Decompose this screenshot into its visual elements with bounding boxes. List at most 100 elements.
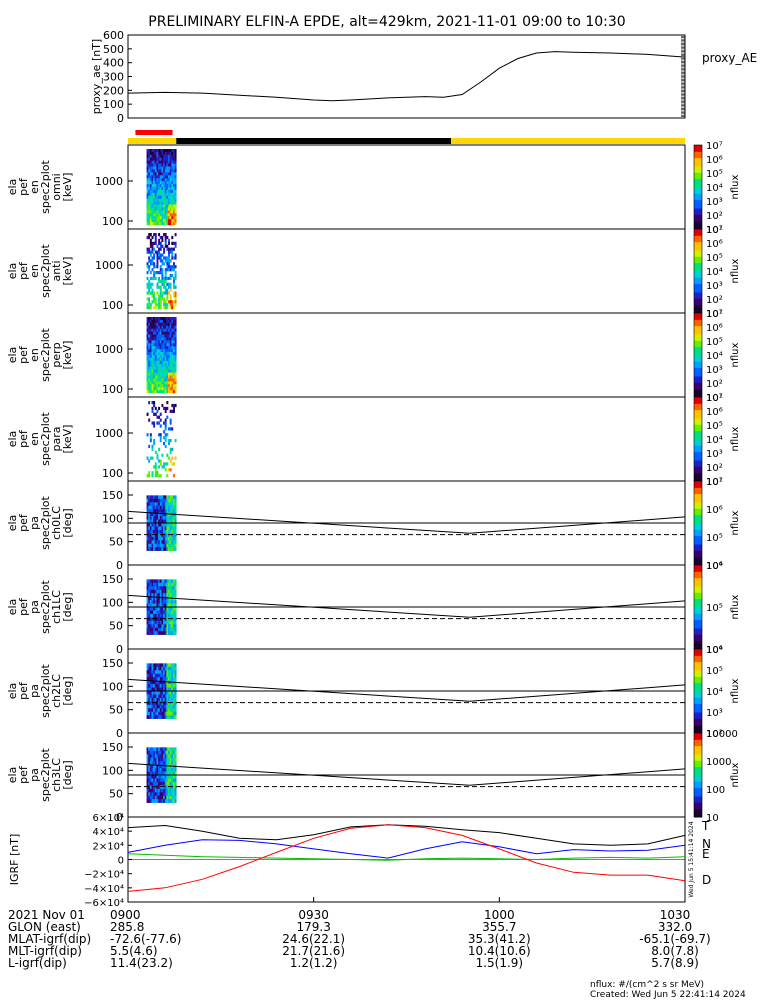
spectrogram-pixel xyxy=(149,184,152,188)
spectrogram-pixel xyxy=(159,247,162,251)
spectrogram-pixel xyxy=(148,187,151,191)
spectrogram-pixel xyxy=(154,201,157,205)
spectrogram-pixel xyxy=(164,276,167,281)
spectrogram-pixel xyxy=(146,474,149,478)
spectrogram-pixel xyxy=(174,666,177,671)
spectrogram-pixel xyxy=(154,384,157,388)
spectrogram-pixel xyxy=(161,453,164,457)
spectrogram-pixel xyxy=(166,579,169,584)
spectrogram-pixel xyxy=(149,775,152,779)
spectrogram-pixel xyxy=(174,300,177,304)
spectrogram-pixel xyxy=(158,157,161,161)
spectrogram-pixel xyxy=(171,711,174,716)
spectrogram-pixel xyxy=(156,189,159,194)
spectrogram-pixel xyxy=(172,711,175,716)
spectrogram-pixel xyxy=(166,673,169,678)
spectrogram-pixel xyxy=(163,346,166,350)
spectrogram-pixel xyxy=(164,502,167,507)
spectrogram-pixel xyxy=(159,207,162,211)
colorbar-swatch xyxy=(694,604,702,608)
colorbar-swatch xyxy=(694,487,702,490)
colorbar-swatch xyxy=(694,256,702,259)
spectrogram-pixel xyxy=(148,526,151,531)
spectrogram-pixel xyxy=(164,421,167,425)
spectrogram-pixel xyxy=(149,250,152,254)
spectrogram-pixel xyxy=(149,519,152,524)
spectrogram-pixel xyxy=(174,673,177,678)
spectrogram-pixel xyxy=(151,589,154,594)
spectrogram-pixel xyxy=(148,154,151,159)
spectrogram-pixel xyxy=(159,291,162,295)
spectrogram-pixel xyxy=(148,512,151,517)
spectrogram-pixel xyxy=(163,325,166,329)
spectrogram-pixel xyxy=(161,788,164,793)
spectrogram-pixel xyxy=(156,207,159,211)
spectrogram-pixel xyxy=(146,526,149,531)
spectrogram-pixel xyxy=(163,673,166,678)
spectrogram-pixel xyxy=(172,213,175,217)
spectrogram-pixel xyxy=(151,708,154,713)
spectrogram-pixel xyxy=(158,256,161,260)
spectrogram-pixel xyxy=(146,666,149,671)
spectrogram-pixel xyxy=(156,582,159,587)
spectrogram-pixel xyxy=(156,620,159,625)
spectrogram-pixel xyxy=(166,372,169,376)
spectrogram-pixel xyxy=(154,684,157,688)
spectrogram-pixel xyxy=(159,540,162,545)
spectrogram-pixel xyxy=(164,684,167,688)
colorbar-swatch xyxy=(694,611,702,614)
spectrogram-pixel xyxy=(149,149,152,153)
spectrogram-pixel xyxy=(163,610,166,615)
spectrogram-pixel xyxy=(168,381,170,385)
spectrogram-pixel xyxy=(149,439,152,443)
spectrogram-pixel xyxy=(158,343,161,347)
spectrogram-pixel xyxy=(146,764,149,769)
spectrogram-pixel xyxy=(151,666,154,671)
spectrogram-pixel xyxy=(149,317,152,321)
spectrogram-pixel xyxy=(166,192,169,197)
spectrogram-pixel xyxy=(148,189,151,194)
colorbar-swatch xyxy=(694,346,702,350)
spectrogram-pixel xyxy=(168,343,170,347)
spectrogram-ylabel-line: pef xyxy=(17,261,30,280)
spectrogram-pixel xyxy=(156,543,159,548)
spectrogram-pixel xyxy=(171,447,174,451)
spectrogram-pixel xyxy=(174,533,177,538)
spectrogram-pixel xyxy=(166,613,169,618)
spectrogram-pixel xyxy=(163,529,166,534)
spectrogram-pixel xyxy=(153,207,156,211)
spectrogram-pixel xyxy=(158,771,161,776)
spectrogram-pixel xyxy=(159,610,162,615)
spectrogram-pixel xyxy=(164,189,167,194)
time-axis-row-value: 10.4(10.6) xyxy=(468,944,531,958)
spectrogram-pixel xyxy=(154,697,157,702)
spectrogram-pixel xyxy=(149,666,152,671)
spectrogram-pixel xyxy=(161,547,164,551)
spectrogram-pixel xyxy=(163,533,166,538)
spectrogram-pixel xyxy=(163,771,166,776)
spectrogram-pixel xyxy=(159,764,162,769)
spectrogram-pixel xyxy=(156,540,159,545)
colorbar-swatch xyxy=(694,756,702,759)
spectrogram-pixel xyxy=(156,337,159,341)
spectrogram-pixel xyxy=(156,216,159,220)
spectrogram-pixel xyxy=(146,579,149,584)
colorbar-swatch xyxy=(694,411,702,415)
spectrogram-pixel xyxy=(168,691,170,695)
spectrogram-pixel xyxy=(172,613,175,618)
spectrogram-pixel xyxy=(164,222,167,226)
spectrogram-pixel xyxy=(172,757,175,762)
spectrogram-ylabel-line: pa xyxy=(28,768,41,782)
spectrogram-pixel xyxy=(163,747,166,752)
spectrogram-pixel xyxy=(151,677,154,681)
spectrogram-pixel xyxy=(168,276,170,281)
spectrogram-pixel xyxy=(159,512,162,517)
colorbar-swatch xyxy=(694,226,702,230)
time-axis-row-value: 24.6(22.1) xyxy=(282,932,345,946)
spectrogram-pixel xyxy=(158,322,161,327)
spectrogram-pixel xyxy=(146,154,149,159)
spectrogram-pixel xyxy=(171,670,174,675)
spectrogram-pixel xyxy=(164,593,167,597)
spectrogram-pixel xyxy=(149,788,152,793)
